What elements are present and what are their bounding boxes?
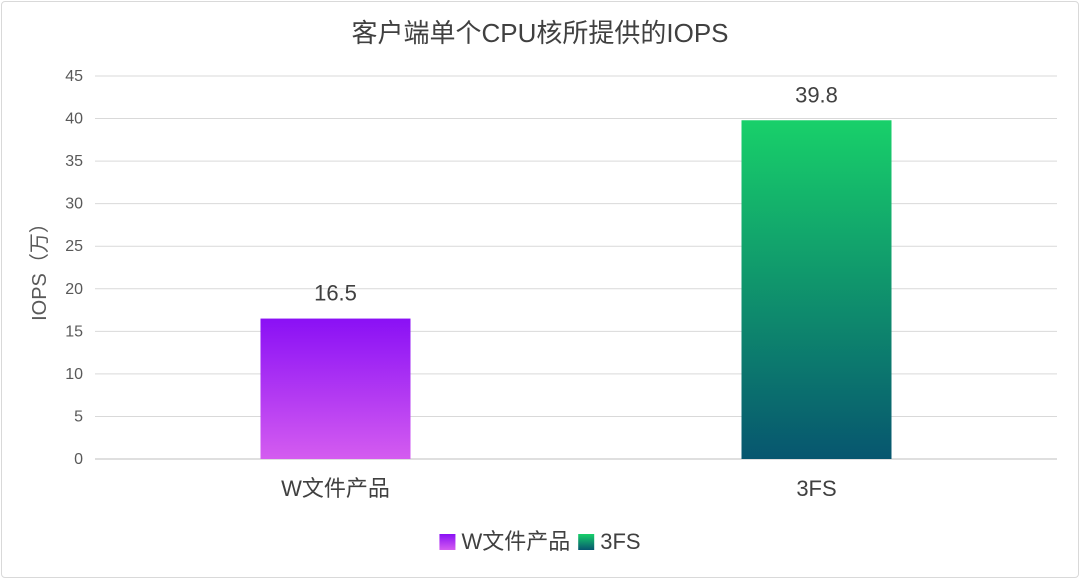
x-axis-labels: W文件产品 3FS: [281, 476, 837, 501]
data-label: 16.5: [314, 281, 357, 306]
legend-label: 3FS: [600, 529, 640, 554]
legend-swatch: [439, 534, 456, 550]
y-tick-label: 0: [74, 451, 83, 468]
gridlines: [95, 75, 1057, 460]
x-category-label: 3FS: [796, 476, 836, 501]
data-label: 39.8: [795, 82, 838, 107]
y-tick-label: 20: [65, 281, 83, 298]
y-tick-label: 45: [65, 68, 83, 85]
chart-title: 客户端单个CPU核所提供的IOPS: [351, 18, 728, 48]
legend: W文件产品 3FS: [439, 529, 641, 554]
y-tick-label: 30: [65, 196, 83, 213]
y-tick-label: 35: [65, 153, 83, 170]
y-axis-ticks: 0 5 10 15 20 25 30 35 40 45: [65, 68, 83, 468]
y-tick-label: 5: [74, 408, 83, 425]
legend-label: W文件产品: [461, 529, 570, 554]
y-tick-label: 15: [65, 323, 83, 340]
y-tick-label: 25: [65, 238, 83, 255]
legend-item: 3FS: [578, 529, 641, 554]
x-category-label: W文件产品: [281, 476, 390, 501]
y-tick-label: 40: [65, 111, 83, 128]
y-axis-title: IOPS（万）: [28, 213, 51, 321]
bar: [741, 120, 892, 459]
y-tick-label: 10: [65, 366, 83, 383]
legend-swatch: [578, 534, 595, 550]
bar: [260, 318, 411, 459]
data-labels: 16.5 39.8: [314, 82, 838, 305]
bars: [260, 120, 892, 459]
legend-item: W文件产品: [439, 529, 570, 554]
